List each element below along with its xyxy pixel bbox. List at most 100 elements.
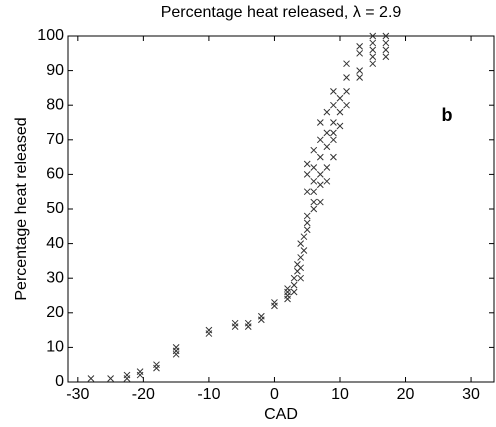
marker-stroke [369, 53, 377, 61]
point [87, 375, 95, 382]
x-tick-label: 30 [462, 386, 480, 403]
marker-stroke [382, 32, 390, 40]
point [123, 375, 131, 382]
marker-stroke [172, 344, 180, 351]
y-tick-label: 70 [46, 131, 64, 148]
marker-stroke [290, 274, 298, 282]
marker-stroke [284, 285, 291, 292]
marker-stroke [290, 281, 298, 289]
x-tick-label: -10 [197, 386, 220, 403]
x-tick-label: -30 [66, 386, 89, 403]
point [297, 274, 305, 282]
point [107, 375, 114, 382]
point [316, 181, 324, 189]
point [297, 264, 305, 272]
marker-stroke [107, 375, 114, 382]
point [316, 119, 324, 126]
point [300, 233, 308, 241]
marker-stroke [231, 319, 239, 327]
marker-stroke [330, 136, 337, 144]
marker-stroke [244, 319, 252, 327]
point [310, 188, 318, 196]
point [330, 119, 337, 126]
point [316, 153, 324, 161]
marker-stroke [356, 49, 363, 57]
point [136, 368, 144, 375]
marker-stroke [382, 53, 390, 61]
point [330, 101, 337, 109]
y-tick-label: 60 [46, 166, 64, 183]
point [316, 198, 324, 206]
marker-stroke [343, 60, 350, 68]
point [382, 32, 390, 40]
point [136, 371, 144, 379]
point [356, 43, 363, 50]
point [303, 160, 311, 168]
marker-stroke [330, 88, 337, 95]
point [323, 143, 331, 151]
x-tick-label: 20 [397, 386, 415, 403]
point [323, 177, 331, 185]
point [172, 344, 180, 351]
marker-stroke [356, 43, 363, 50]
marker-stroke [316, 198, 324, 206]
marker-stroke [330, 129, 337, 137]
marker-stroke [323, 143, 331, 151]
y-tick-label: 90 [46, 62, 64, 79]
marker-stroke [316, 171, 324, 178]
point [343, 60, 350, 68]
point [330, 136, 337, 144]
point [303, 226, 311, 234]
marker-stroke [356, 74, 363, 81]
point [336, 94, 344, 102]
point [303, 212, 311, 220]
point [205, 330, 213, 337]
y-tick-label: 100 [37, 27, 64, 44]
marker-stroke [310, 177, 318, 185]
point [323, 108, 331, 116]
marker-stroke [316, 153, 324, 161]
y-tick-label: 0 [55, 373, 64, 390]
marker-stroke [343, 74, 350, 81]
x-tick-label: 10 [331, 386, 349, 403]
marker-stroke [323, 108, 331, 116]
marker-stroke [316, 119, 324, 126]
marker-stroke [87, 375, 95, 382]
point [356, 67, 363, 74]
point [153, 364, 160, 372]
point [303, 188, 311, 196]
y-tick-label: 50 [46, 200, 64, 217]
point [284, 292, 291, 299]
point [336, 108, 344, 116]
marker-stroke [316, 136, 324, 144]
point [343, 101, 350, 109]
y-tick-label: 10 [46, 339, 64, 356]
marker-stroke [303, 212, 311, 220]
marker-stroke [310, 164, 318, 171]
marker-stroke [310, 146, 318, 154]
marker-stroke [303, 171, 311, 178]
marker-stroke [294, 261, 301, 268]
marker-stroke [316, 181, 324, 189]
point [271, 299, 278, 306]
x-tick-label: 0 [270, 386, 279, 403]
plot-frame [67, 35, 495, 383]
point [271, 302, 278, 310]
marker-stroke [336, 122, 344, 130]
point [316, 136, 324, 144]
point [123, 371, 131, 379]
point [153, 361, 160, 369]
point [290, 288, 298, 296]
point [284, 285, 291, 292]
marker-stroke [323, 129, 331, 137]
point [303, 219, 311, 227]
point [330, 153, 337, 161]
point [284, 295, 291, 303]
point [310, 177, 318, 185]
marker-stroke [330, 153, 337, 161]
point [369, 46, 377, 54]
marker-stroke [303, 219, 311, 227]
point [231, 323, 239, 330]
marker-stroke [303, 160, 311, 168]
